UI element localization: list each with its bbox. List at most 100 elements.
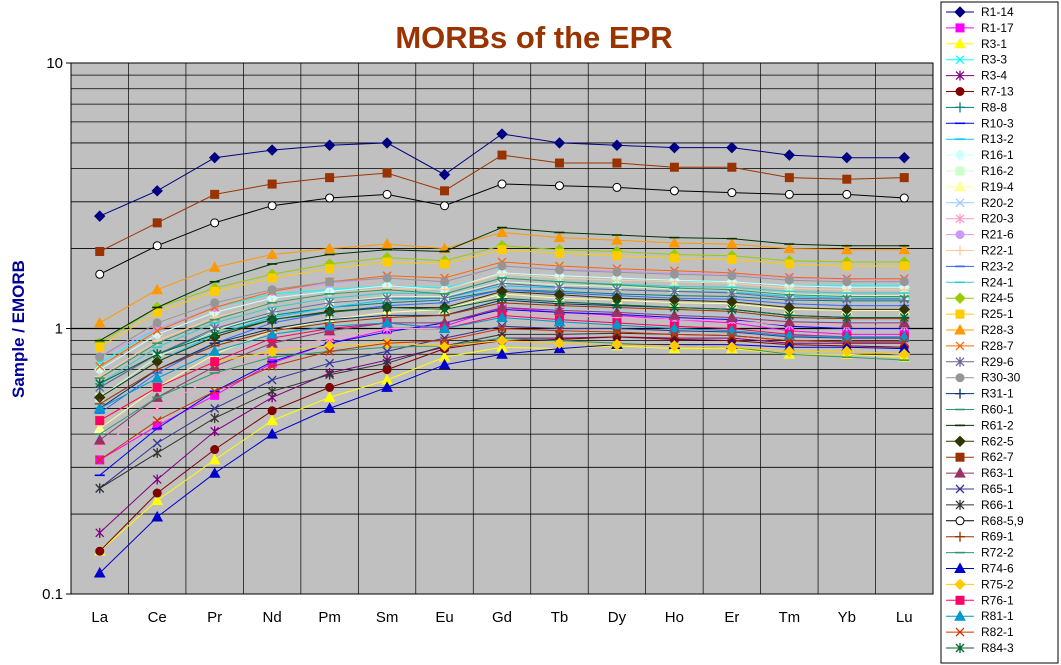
legend-item: R3-3 — [946, 53, 1007, 67]
data-point — [842, 277, 852, 287]
legend-label: R19-4 — [981, 180, 1014, 194]
data-point — [267, 314, 277, 325]
x-tick-label: Eu — [435, 609, 453, 626]
data-point — [323, 402, 336, 413]
data-point — [669, 186, 679, 196]
legend-item: R30-30 — [946, 371, 1021, 385]
x-tick-label: Gd — [492, 609, 512, 626]
legend-item: R24-1 — [946, 275, 1014, 289]
data-point — [95, 455, 105, 465]
data-point — [266, 428, 278, 439]
legend-marker — [954, 180, 966, 192]
data-point — [899, 261, 909, 271]
legend-marker — [955, 213, 965, 224]
legend-marker — [954, 37, 966, 49]
legend-marker — [954, 562, 966, 573]
legend-label: R61-2 — [981, 418, 1014, 432]
data-point — [152, 488, 162, 498]
data-point — [784, 259, 794, 269]
data-point — [612, 328, 622, 339]
legend-item: R74-6 — [946, 562, 1014, 576]
legend-label: R24-5 — [981, 291, 1014, 305]
data-point — [210, 413, 220, 424]
legend-item: R23-2 — [946, 259, 1014, 273]
data-point — [496, 334, 508, 347]
data-point — [899, 173, 909, 183]
legend-label: R72-2 — [981, 546, 1014, 560]
data-point — [554, 158, 564, 168]
data-point — [554, 248, 564, 258]
data-point — [727, 162, 737, 172]
series-R22-1 — [94, 269, 910, 382]
legend-marker — [954, 467, 966, 478]
data-point — [555, 326, 564, 336]
legend-marker — [955, 198, 965, 208]
legend-item: R3-1 — [946, 37, 1007, 51]
data-point — [612, 267, 622, 277]
data-point — [152, 438, 162, 448]
legend-label: R10-3 — [981, 116, 1014, 130]
data-point — [726, 141, 738, 154]
data-point — [381, 381, 393, 392]
data-point — [668, 309, 681, 320]
legend-label: R81-1 — [981, 609, 1014, 623]
chart-title: MORBs of the EPR — [395, 20, 672, 55]
data-point — [325, 277, 335, 287]
data-point — [325, 358, 335, 368]
x-tick-label: Pr — [207, 609, 222, 626]
data-point — [267, 375, 277, 385]
data-point — [668, 322, 681, 333]
y-axis-ticks: 0.1 1 10 — [42, 55, 71, 603]
data-point — [93, 434, 106, 445]
legend-item: R63-1 — [946, 466, 1014, 480]
data-point — [439, 284, 450, 295]
data-point — [151, 372, 164, 383]
legend-label: R28-7 — [981, 339, 1014, 353]
legend-label: R65-1 — [981, 482, 1014, 496]
data-point — [95, 546, 105, 556]
data-point — [783, 345, 796, 358]
data-point — [210, 329, 220, 340]
legend-item: R20-3 — [946, 212, 1014, 226]
data-point — [152, 416, 162, 426]
data-point — [841, 151, 853, 164]
series-R84-3 — [95, 293, 909, 389]
legend-label: R20-2 — [981, 196, 1014, 210]
legend-label: R16-1 — [981, 148, 1014, 162]
data-point — [842, 174, 852, 184]
data-point — [267, 273, 277, 283]
legend-marker — [955, 595, 965, 605]
legend-item: R16-1 — [946, 148, 1014, 162]
data-point — [496, 348, 508, 359]
legend-marker — [954, 323, 966, 335]
legend-item: R28-7 — [946, 339, 1014, 353]
legend-marker — [955, 499, 965, 510]
data-point — [94, 210, 106, 222]
data-point — [726, 311, 738, 323]
x-tick-label: Ho — [665, 609, 684, 626]
data-point — [783, 149, 796, 161]
data-point — [727, 304, 737, 315]
legend-label: R22-1 — [981, 244, 1014, 258]
legend-marker — [955, 102, 965, 113]
series-R62-7 — [95, 150, 909, 256]
legend-marker — [955, 309, 965, 319]
legend-item: R19-4 — [946, 180, 1014, 194]
series-R60-1 — [94, 277, 910, 379]
x-tick-label: Er — [724, 609, 739, 626]
legend-marker — [955, 452, 965, 462]
legend-item: R21-6 — [946, 228, 1014, 242]
data-point — [266, 345, 278, 358]
series-R25-1 — [95, 245, 909, 352]
data-point — [555, 296, 564, 307]
y-tick-label: 10 — [46, 55, 63, 72]
data-point — [210, 445, 220, 455]
legend-label: R60-1 — [981, 403, 1014, 417]
data-point — [611, 319, 623, 330]
x-tick-label: Tm — [778, 609, 800, 626]
data-point — [152, 307, 162, 317]
legend-item: R25-1 — [946, 307, 1014, 321]
legend-item: R8-8 — [946, 100, 1007, 114]
legend-marker — [955, 356, 965, 367]
